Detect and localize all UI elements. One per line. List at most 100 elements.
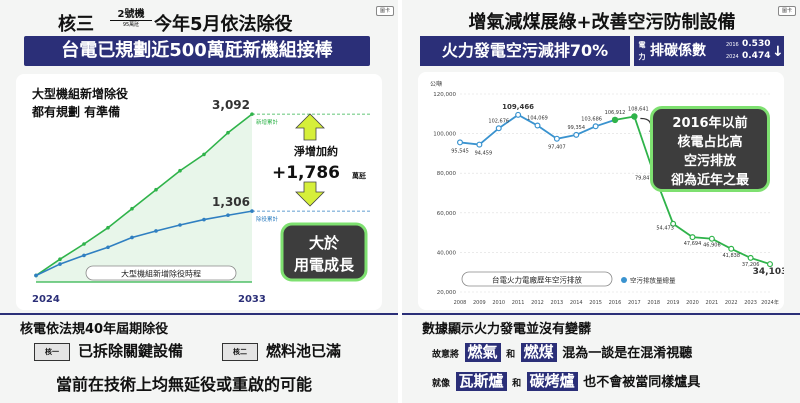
carbon-year-2: 2024 (726, 54, 739, 60)
y-tick-0: 120,000 (433, 92, 456, 98)
series-0-point-1 (58, 257, 62, 261)
unit-sub: 95萬瓩 (122, 22, 140, 28)
left-panel: 圖卡 核三 2號機 95萬瓩 今年5月依法除役 台電已規劃近500萬瓩新機組接棒… (0, 0, 398, 403)
carbon-value-1: 0.530 (742, 39, 771, 49)
down-arrow-icon: ↓ (772, 44, 784, 60)
carbon-value-2: 0.474 (742, 51, 771, 61)
point-label-8: 106,912 (605, 110, 626, 116)
series-1-point-8 (226, 213, 230, 218)
right-title: 增氣減煤展綠+改善空污防制設備 (468, 12, 736, 33)
x-tick-1: 2009 (473, 300, 486, 306)
carbon-year-1: 2016 (726, 42, 739, 48)
left-footer-rule (0, 313, 398, 315)
series-1-point-12 (689, 234, 696, 241)
net-label: 淨增加約 (294, 144, 338, 158)
y-tick-3: 60,000 (437, 211, 457, 217)
point-label-10: 79,847 (635, 176, 653, 182)
chart-title: 台電火力電廠歷年空污排放 (492, 275, 582, 285)
x-tick-12: 2020 (686, 300, 699, 306)
series-0-point-4 (130, 206, 134, 211)
unit-box: 2號機 95萬瓩 (110, 9, 152, 31)
right-source-tag: 圖卡 (778, 6, 796, 16)
point-label-11: 54,473 (656, 226, 674, 232)
right-panel: 圖卡 增氣減煤展綠+改善空污防制設備 火力發電空污減排70% 電力 排碳係數 2… (402, 0, 800, 403)
net-value: +1,786 (272, 163, 340, 183)
x-tick-4: 2012 (531, 300, 544, 306)
series-1-point-11 (670, 220, 677, 227)
left-title: 核三 2號機 95萬瓩 今年5月依法除役 (58, 8, 358, 35)
point-label-16: 34,103 (753, 267, 784, 277)
point-label-14: 41,838 (723, 253, 741, 259)
net-unit: 萬瓩 (352, 171, 366, 180)
y-tick-1: 100,000 (433, 132, 456, 138)
left-card-heading-2: 都有規劃 有準備 (32, 105, 121, 119)
legend-swatch (621, 277, 627, 283)
series-0-point-5 (154, 187, 158, 192)
left-title-b: 今年5月依法除役 (154, 14, 293, 35)
series-1-point-16 (767, 261, 774, 268)
left-chart: 3,092 新增累計 1,306 除役累計 2024 2033 大型機組新增除役時程 淨增加約… (32, 98, 372, 305)
y-tick-5: 20,000 (437, 290, 457, 296)
line1-b: 混為一談是在混淆視聽 (562, 346, 693, 361)
series-1-point-15 (747, 254, 754, 261)
point-label-15: 37,206 (742, 262, 760, 268)
series-1-name: 除役累計 (256, 215, 279, 223)
x-tick-14: 2022 (725, 300, 738, 306)
callout-line-4: 卻為近年之最 (670, 173, 749, 188)
x-tick-9: 2017 (628, 300, 641, 306)
point-label-5: 97,407 (548, 145, 566, 151)
series-0-point-4 (534, 122, 541, 129)
point-label-1: 94,459 (475, 151, 493, 157)
series-0-point-8 (226, 130, 230, 135)
series-1-point-7 (202, 217, 206, 222)
x-tick-13: 2021 (706, 300, 719, 306)
series-0-point-2 (82, 242, 86, 246)
callout-line-1: 2016年以前 (672, 116, 748, 131)
right-chart: 公噸 120,000 100,000 80,000 60,000 40,000 20,000… (430, 80, 784, 306)
growth-badge (280, 222, 368, 282)
point-label-6: 99,354 (568, 125, 586, 131)
highlight-2017 (631, 113, 638, 120)
panel-divider (398, 0, 402, 403)
unit-main: 2號機 (110, 9, 152, 21)
banner-2-main: 排碳係數 (650, 43, 706, 59)
chart-title-box (461, 271, 613, 287)
x-tick-7: 2015 (589, 300, 602, 306)
series-1-point-13 (708, 235, 715, 242)
series-0-line (35, 113, 253, 277)
series-1-point-0 (34, 273, 38, 278)
right-footer-title: 數據顯示火力發電並沒有變髒 (422, 322, 592, 337)
left-card-heading-1: 大型機組新增除役 (32, 87, 129, 101)
series-1-line (35, 210, 253, 277)
x-tick-10: 2018 (647, 300, 660, 306)
left-banner: 台電已規劃近500萬瓩新機組接棒 (24, 36, 370, 66)
series-1-point-3 (106, 245, 110, 250)
right-footer-rule (402, 313, 800, 315)
series-1-point-14 (728, 245, 735, 252)
series-0-point-7 (202, 152, 206, 157)
series-0-point-0 (456, 139, 463, 146)
x-tick-15: 2023 (744, 300, 757, 306)
x-tick-first: 2024 (32, 294, 60, 305)
line2-chip-grill: 碳烤爐 (526, 372, 578, 391)
line1-a: 故意將 (432, 350, 460, 360)
x-tick-2: 2010 (492, 300, 505, 306)
pill-nuclear-2: 核二 (222, 343, 258, 361)
series-0-point-1 (476, 141, 483, 148)
y-tick-2: 80,000 (437, 171, 457, 177)
point-label-4: 104,069 (527, 116, 548, 122)
series-0-name: 新增累計 (256, 118, 279, 126)
point-label-12: 47,694 (684, 241, 702, 247)
series-1-point-4 (130, 235, 134, 240)
x-tick-8: 2016 (609, 300, 622, 306)
left-footer-line: 當前在技術上均無延役或重啟的可能 (56, 375, 313, 394)
left-title-a: 核三 (58, 14, 94, 35)
left-chart-card: 3,092 新增累計 1,306 除役累計 2024 2033 大型機組新增除役時程 淨增加約… (16, 74, 382, 310)
series-0-point-5 (553, 135, 560, 142)
right-footer-line-2: 就像 瓦斯爐 和 碳烤爐 也不會被當同樣爐具 (432, 371, 700, 391)
point-label-0: 95,545 (451, 148, 469, 154)
caption-box (85, 265, 237, 281)
series-0-point-2 (495, 125, 502, 132)
series-1-point-2 (82, 253, 86, 258)
